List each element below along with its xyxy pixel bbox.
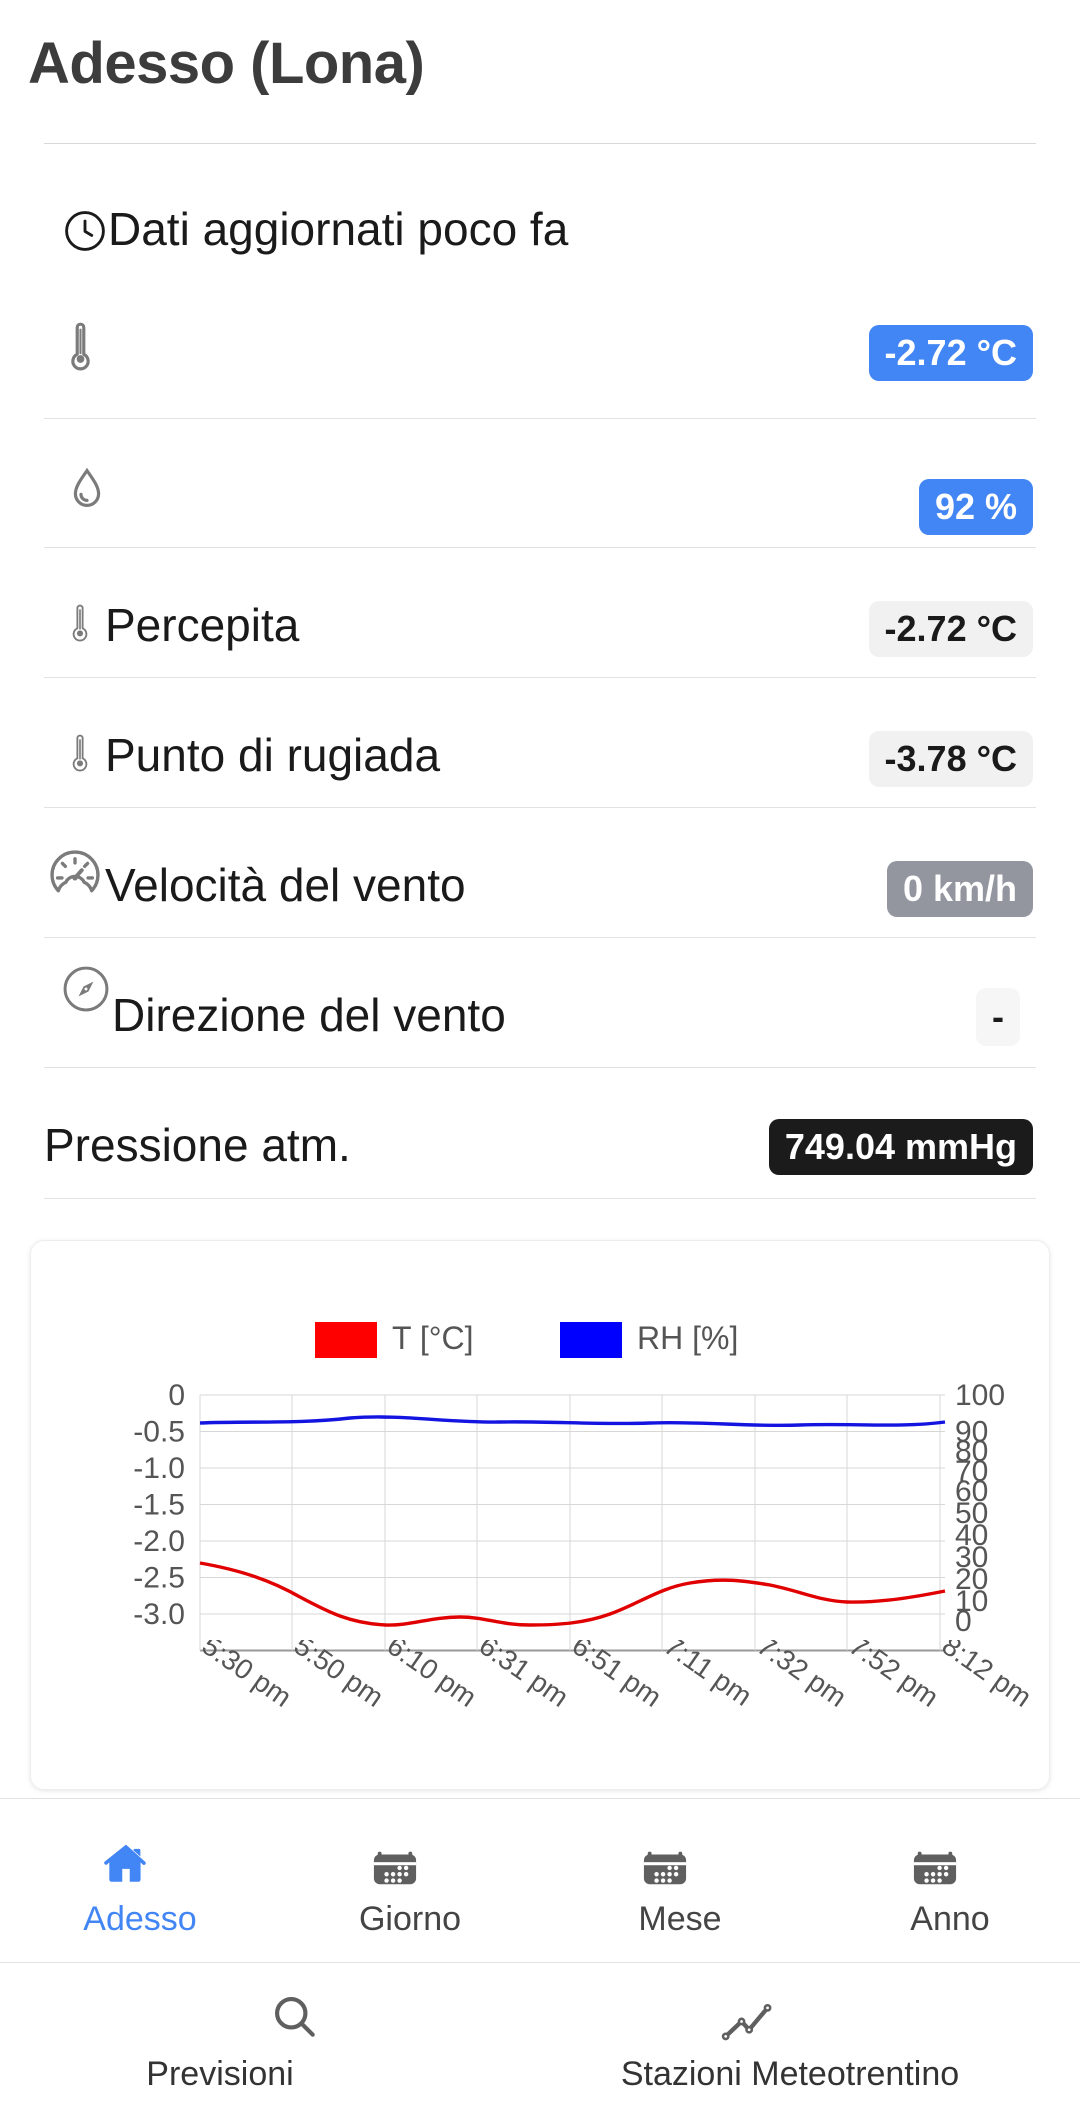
- svg-text:7:52 pm: 7:52 pm: [844, 1640, 945, 1713]
- svg-text:0: 0: [955, 1605, 972, 1638]
- svg-text:-3.0: -3.0: [133, 1598, 185, 1631]
- svg-text:8:12 pm: 8:12 pm: [937, 1640, 1038, 1713]
- svg-text:0: 0: [168, 1379, 185, 1412]
- svg-text:-2.0: -2.0: [133, 1525, 185, 1558]
- svg-text:-1.5: -1.5: [133, 1489, 185, 1522]
- svg-text:5:50 pm: 5:50 pm: [289, 1640, 390, 1713]
- svg-text:100: 100: [955, 1379, 1005, 1412]
- svg-text:6:31 pm: 6:31 pm: [474, 1640, 575, 1713]
- svg-text:-1.0: -1.0: [133, 1452, 185, 1485]
- svg-text:6:10 pm: 6:10 pm: [382, 1640, 483, 1713]
- svg-text:-0.5: -0.5: [133, 1416, 185, 1449]
- svg-text:-2.5: -2.5: [133, 1562, 185, 1595]
- svg-text:7:32 pm: 7:32 pm: [752, 1640, 853, 1713]
- svg-text:6:51 pm: 6:51 pm: [567, 1640, 668, 1713]
- svg-text:5:30 pm: 5:30 pm: [197, 1640, 298, 1713]
- svg-text:7:11 pm: 7:11 pm: [659, 1640, 758, 1712]
